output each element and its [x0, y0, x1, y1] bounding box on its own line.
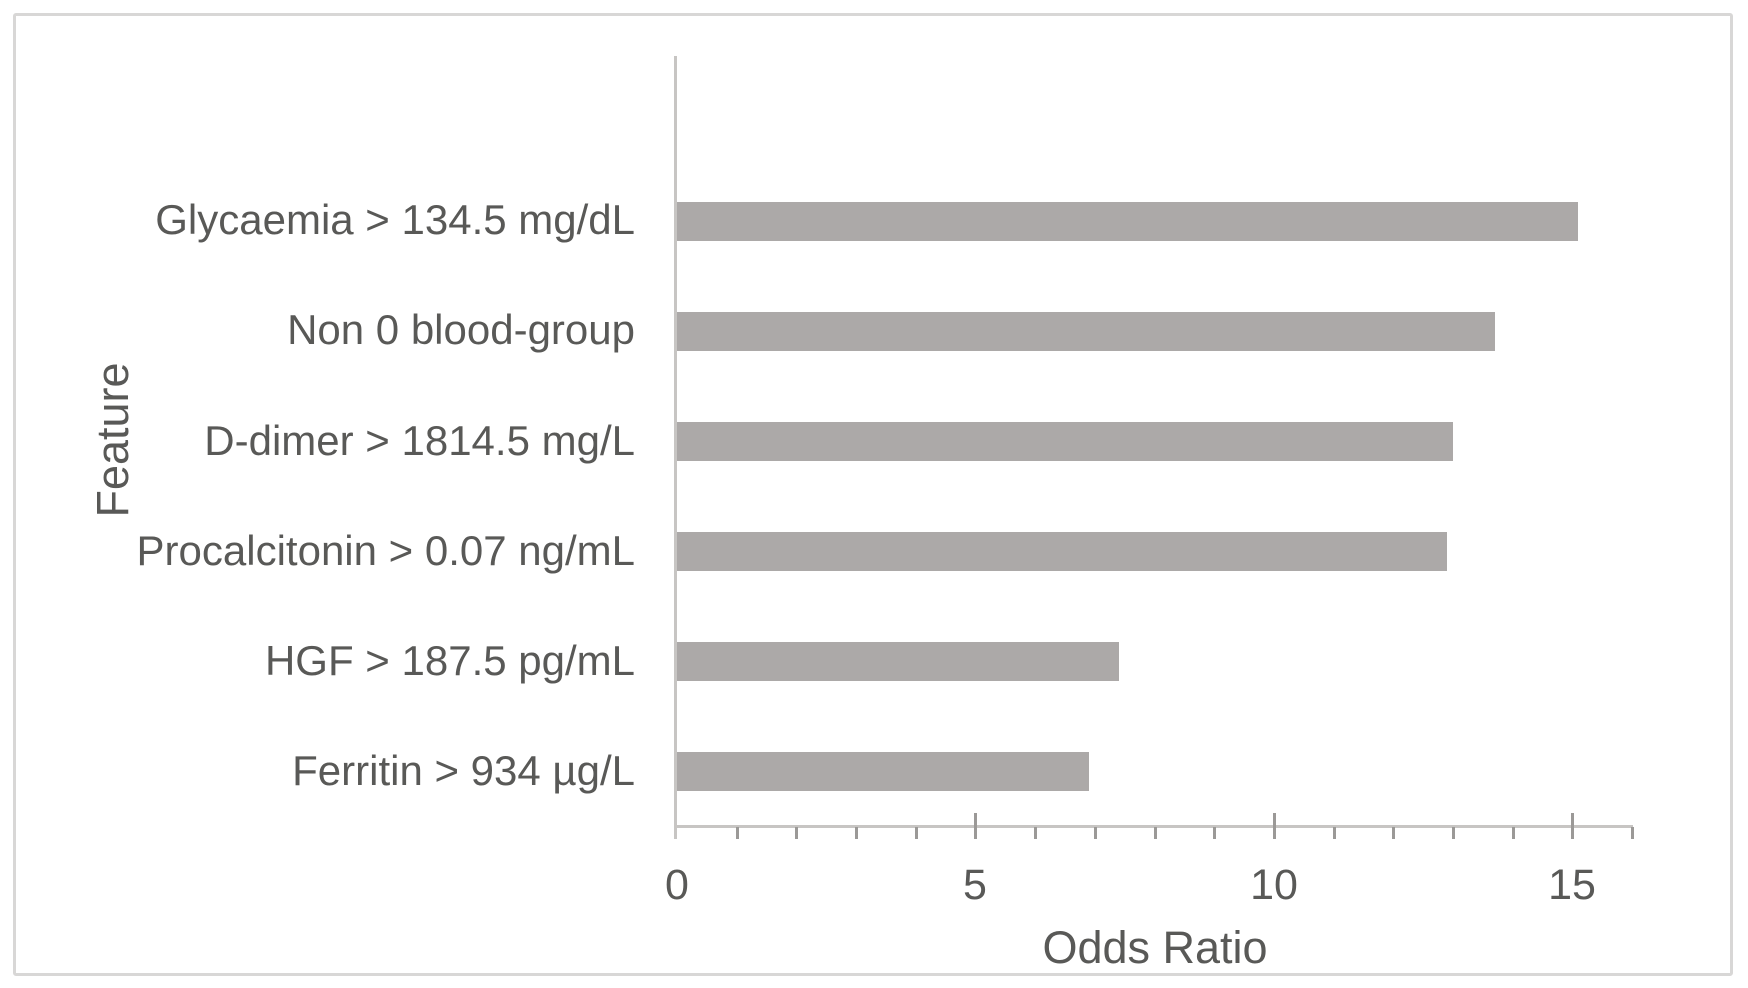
y-axis-line — [674, 56, 677, 839]
bar-1 — [677, 202, 1578, 241]
figure-border — [13, 13, 1733, 976]
minor-tick-4 — [915, 827, 918, 839]
minor-tick-14 — [1512, 827, 1515, 839]
major-tick-10 — [1273, 813, 1276, 839]
bar-6 — [677, 752, 1089, 791]
minor-tick-8 — [1154, 827, 1157, 839]
y-axis-title: Feature — [87, 362, 138, 518]
minor-tick-13 — [1452, 827, 1455, 839]
x-tick-label-15: 15 — [1548, 861, 1596, 909]
category-label: Glycaemia > 134.5 mg/dL — [155, 196, 635, 244]
x-tick-label-5: 5 — [963, 861, 987, 909]
minor-tick-16 — [1631, 827, 1634, 839]
x-axis-line — [674, 825, 1633, 828]
category-label: D-dimer > 1814.5 mg/L — [204, 417, 635, 465]
x-tick-label-10: 10 — [1250, 861, 1298, 909]
bar-5 — [677, 642, 1119, 681]
minor-tick-11 — [1333, 827, 1336, 839]
category-label: Procalcitonin > 0.07 ng/mL — [136, 527, 635, 575]
x-tick-label-0: 0 — [665, 861, 689, 909]
category-label: HGF > 187.5 pg/mL — [264, 637, 635, 685]
bar-2 — [677, 312, 1495, 351]
x-axis-title: Odds Ratio — [1042, 922, 1268, 973]
bar-3 — [677, 422, 1453, 461]
category-label: Ferritin > 934 µg/L — [292, 747, 635, 795]
minor-tick-9 — [1213, 827, 1216, 839]
minor-tick-12 — [1392, 827, 1395, 839]
major-tick-5 — [974, 813, 977, 839]
minor-tick-7 — [1094, 827, 1097, 839]
category-label: Non 0 blood-group — [287, 306, 635, 354]
minor-tick-2 — [795, 827, 798, 839]
major-tick-15 — [1571, 813, 1574, 839]
minor-tick-3 — [855, 827, 858, 839]
minor-tick-1 — [736, 827, 739, 839]
bar-4 — [677, 532, 1447, 571]
minor-tick-6 — [1034, 827, 1037, 839]
